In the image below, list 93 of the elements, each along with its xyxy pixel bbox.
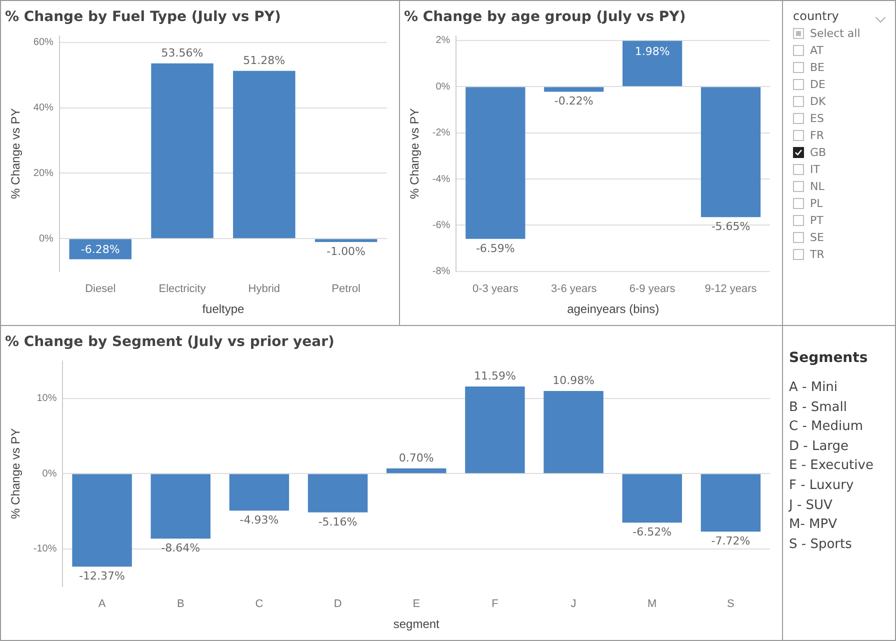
- x-tick-label: Hybrid: [248, 283, 280, 296]
- x-tick-label: 9-12 years: [704, 283, 758, 296]
- y-tick-label: 0%: [42, 468, 57, 480]
- x-tick-label: Electricity: [158, 283, 206, 296]
- y-axis-title: % Change vs PY: [408, 108, 422, 199]
- y-tick-label: 0%: [38, 233, 54, 244]
- y-tick-label: -10%: [33, 544, 57, 555]
- data-label: 1.98%: [634, 44, 670, 58]
- chart-title: % Change by Fuel Type (July vs PY): [5, 9, 281, 26]
- y-axis-title: % Change vs PY: [8, 428, 23, 519]
- x-tick-label: M: [648, 598, 657, 610]
- x-axis-title: ageinyears (bins): [567, 302, 660, 316]
- data-label: -5.16%: [318, 515, 358, 528]
- bar: [544, 391, 604, 474]
- text: TR: [810, 248, 824, 261]
- text: M- MPV: [789, 517, 837, 532]
- chart-title: % Change by Segment (July vs prior year): [5, 334, 334, 350]
- y-tick-label: -8%: [432, 266, 450, 278]
- text: A - Mini: [789, 380, 838, 395]
- x-tick-label: 0-3 years: [472, 283, 519, 296]
- text: C - Medium: [789, 419, 864, 434]
- data-label: -6.59%: [476, 242, 515, 255]
- data-label: -0.22%: [554, 94, 594, 108]
- text: IT: [810, 163, 820, 176]
- y-tick-label: -6%: [432, 220, 450, 231]
- bar: [308, 474, 368, 512]
- x-tick-label: E: [412, 598, 420, 610]
- data-label: -1.00%: [326, 244, 366, 258]
- data-label: -12.37%: [79, 570, 125, 583]
- text: J - SUV: [789, 498, 832, 513]
- bar: [700, 474, 761, 532]
- x-tick-label: F: [492, 598, 499, 610]
- bar: [622, 474, 682, 523]
- y-tick-label: -2%: [432, 128, 450, 139]
- text: S - Sports: [789, 536, 852, 552]
- text: DK: [810, 95, 826, 108]
- text: D - Large: [789, 438, 849, 454]
- y-tick-label: -4%: [432, 174, 450, 185]
- bar: [314, 239, 378, 242]
- text: B - Small: [789, 400, 847, 415]
- x-axis-title: segment: [393, 617, 440, 632]
- text: FR: [810, 129, 824, 142]
- data-label: 53.56%: [161, 46, 204, 60]
- text: ES: [810, 112, 824, 125]
- data-label: -4.93%: [240, 514, 279, 527]
- y-axis-title: % Change vs PY: [8, 108, 23, 199]
- data-label: -8.64%: [161, 542, 200, 555]
- x-tick-label: 3-6 years: [550, 283, 598, 296]
- y-tick-label: 0%: [436, 81, 450, 92]
- bar: [151, 63, 214, 238]
- data-label: 0.70%: [398, 451, 434, 464]
- text: NL: [810, 180, 824, 193]
- data-label: -5.65%: [711, 220, 750, 234]
- text: AT: [810, 44, 824, 57]
- text: E - Executive: [789, 458, 874, 474]
- y-tick-label: 10%: [36, 393, 57, 404]
- text: Select all: [810, 27, 860, 40]
- x-tick-label: 6-9 years: [629, 283, 676, 296]
- x-tick-label: Diesel: [85, 283, 116, 296]
- bar: [150, 474, 210, 539]
- data-label: 51.28%: [243, 54, 286, 67]
- text: SE: [810, 231, 824, 244]
- text: DE: [810, 78, 826, 91]
- text: BE: [810, 61, 824, 74]
- bar: [233, 70, 296, 238]
- bar: [229, 474, 290, 511]
- chart-title: % Change by age group (July vs PY): [404, 9, 686, 26]
- text: country: [793, 9, 840, 23]
- x-tick-label: C: [255, 598, 264, 610]
- y-tick-label: 20%: [33, 168, 54, 179]
- data-label: -6.52%: [632, 526, 672, 539]
- x-axis-title: fueltype: [202, 302, 245, 316]
- x-tick-label: J: [570, 598, 576, 610]
- x-tick-label: Petrol: [332, 283, 360, 296]
- y-tick-label: 2%: [436, 35, 450, 46]
- x-tick-label: D: [334, 598, 342, 610]
- data-label: -6.28%: [80, 243, 120, 256]
- text: PL: [810, 197, 823, 210]
- data-label: 11.59%: [474, 369, 516, 382]
- text: GB: [810, 146, 826, 159]
- bar: [465, 386, 525, 474]
- x-tick-label: B: [176, 598, 184, 610]
- x-tick-label: S: [727, 598, 734, 610]
- bar: [72, 474, 132, 567]
- y-tick-label: 40%: [33, 102, 54, 114]
- text: PT: [810, 214, 824, 227]
- data-label: 10.98%: [552, 374, 595, 388]
- x-tick-label: A: [98, 598, 106, 610]
- bar: [386, 468, 446, 474]
- data-label: -7.72%: [711, 534, 750, 548]
- y-tick-label: 60%: [33, 37, 54, 48]
- text: F - Luxury: [789, 478, 854, 493]
- text: Segments: [789, 350, 869, 366]
